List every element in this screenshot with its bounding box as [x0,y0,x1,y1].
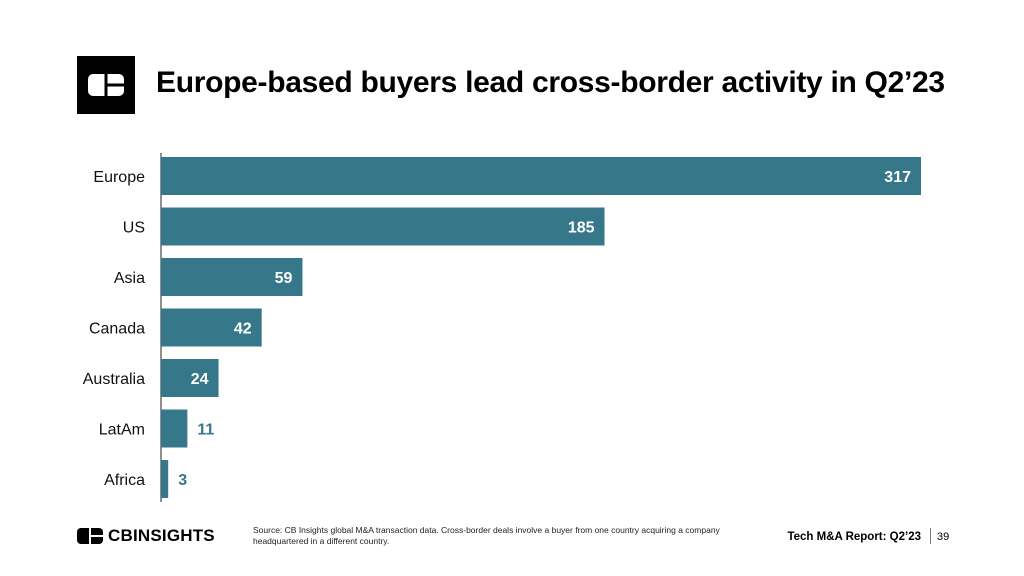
report-name: Tech M&A Report: Q2’23 [787,531,921,543]
data-label: 317 [884,169,911,186]
data-label: 59 [275,270,293,287]
bar-australia [161,359,219,397]
bar-us [161,207,605,246]
bar-asia [161,258,303,296]
cb-logo [77,56,135,114]
bar-europe [161,157,921,195]
page-number: 39 [937,531,950,543]
category-label: Australia [83,371,145,388]
bar-canada [161,308,262,347]
category-label: LatAm [99,422,145,439]
category-label: Europe [93,169,145,186]
category-label: Africa [104,472,145,489]
page-title: Europe-based buyers lead cross-border ac… [156,66,945,99]
data-label: 3 [178,472,187,489]
cb-logo-icon [77,528,103,544]
category-label: US [123,220,145,237]
footer-divider [930,528,931,544]
data-label: 185 [568,220,595,237]
category-label: Asia [114,270,145,287]
bar-latam [161,409,188,448]
data-label: 11 [197,422,214,439]
data-label: 24 [191,371,209,388]
bar-africa [161,460,169,498]
category-label: Canada [89,321,145,338]
cb-logo-icon [88,74,124,96]
source-note: Source: CB Insights global M&A transacti… [253,525,720,546]
footer-brand-logo: CBINSIGHTS [77,526,215,546]
data-label: 42 [234,321,252,338]
brand-wordmark: CBINSIGHTS [108,526,215,545]
